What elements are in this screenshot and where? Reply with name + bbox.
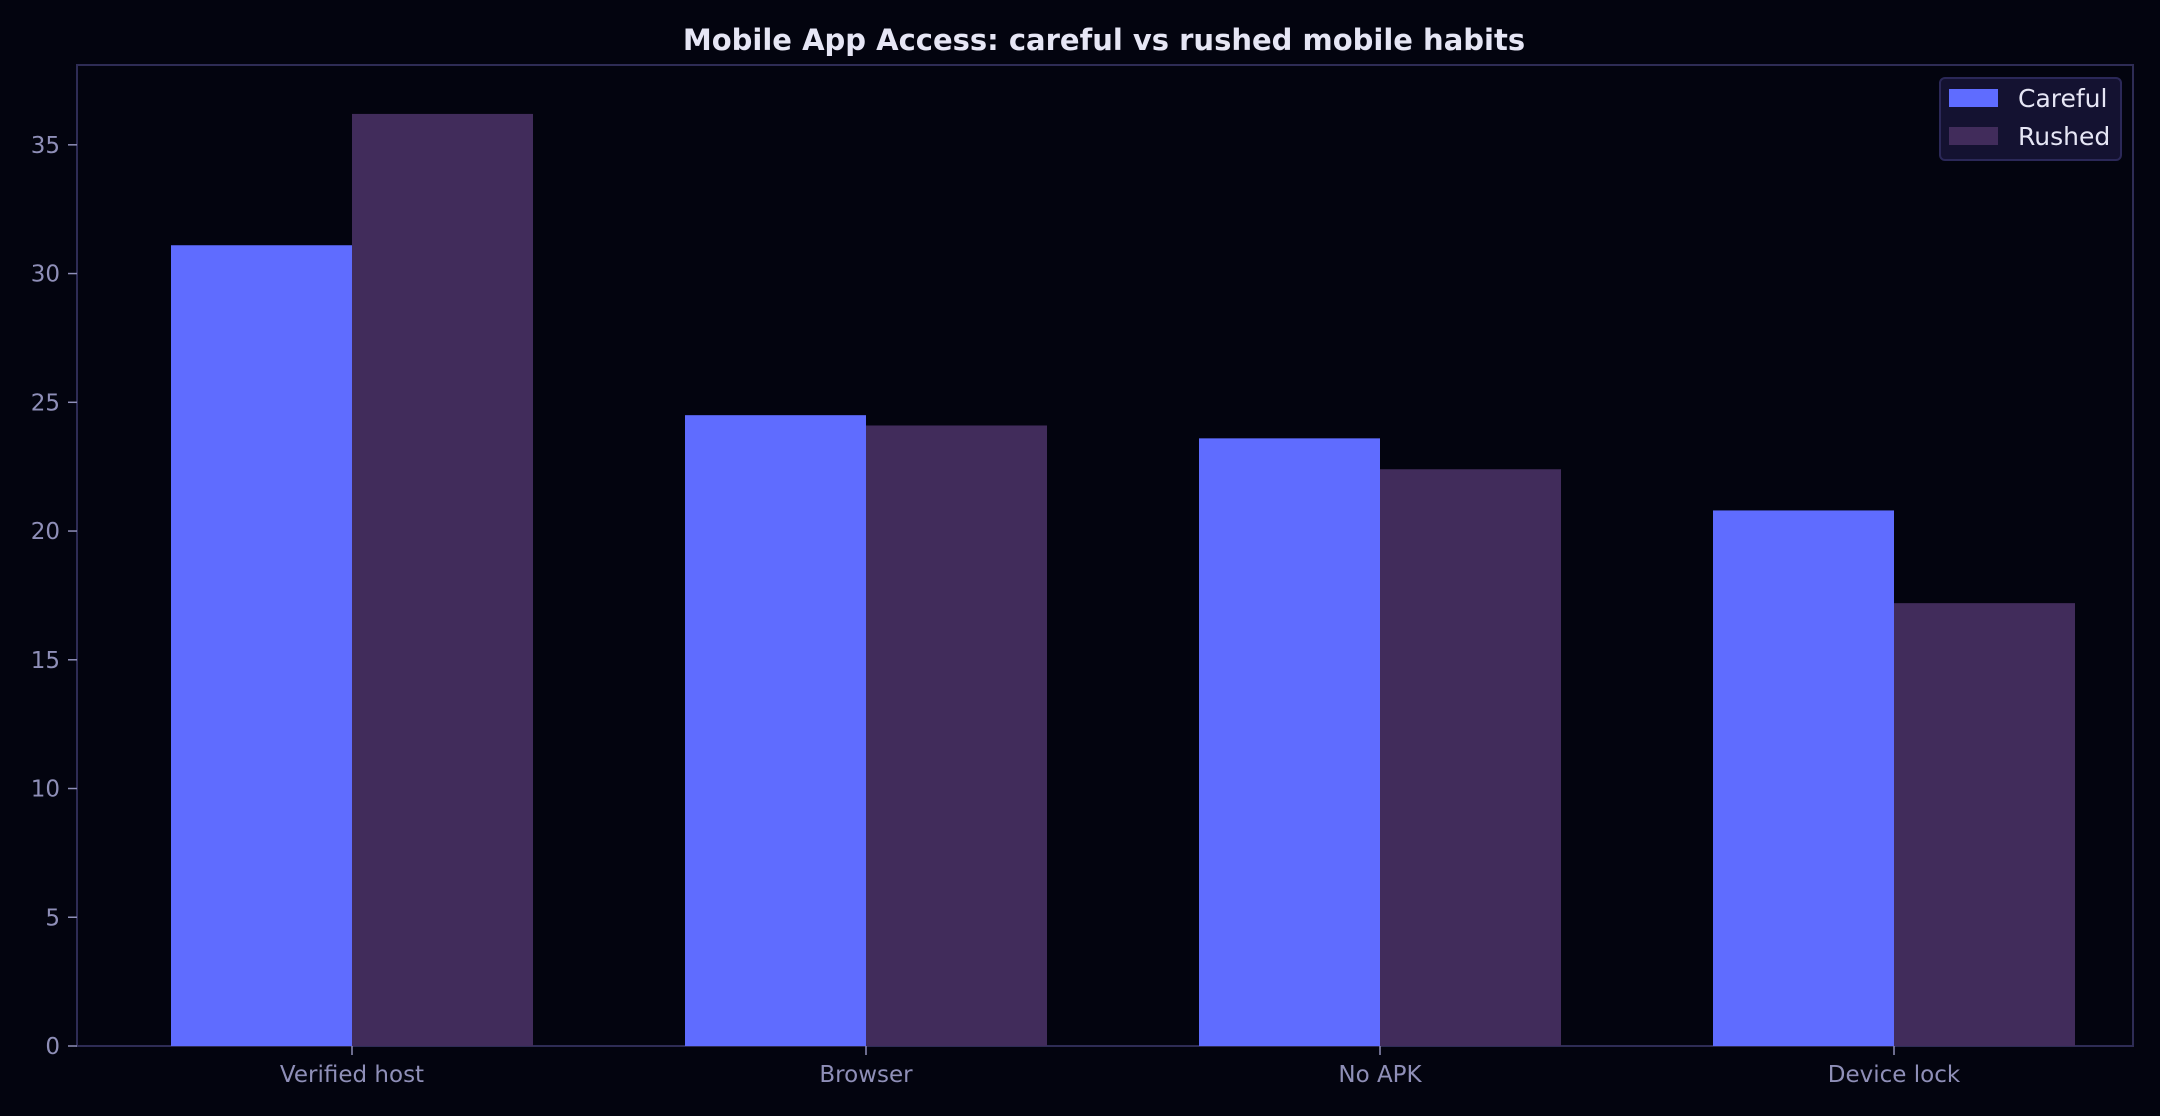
y-tick-label: 30 [31,262,60,288]
legend: Careful Rushed [1939,77,2122,161]
bar-series-group [171,113,2075,1047]
legend-label-rushed: Rushed [2018,122,2110,151]
x-tick-label: Verified host [280,1062,424,1088]
y-tick-label: 5 [45,905,60,931]
y-tick-label: 35 [31,133,60,159]
x-tick-label: Device lock [1828,1062,1961,1088]
y-tick-label: 20 [31,519,60,545]
y-tick-label: 15 [31,648,60,674]
bar-careful-3 [1713,510,1894,1047]
y-tick-label: 25 [31,390,60,416]
legend-swatch-careful [1949,89,1998,107]
chart-title: Mobile App Access: careful vs rushed mob… [683,23,1525,57]
bar-rushed-1 [866,425,1047,1047]
x-tick-label: No APK [1338,1062,1422,1088]
bar-careful-1 [685,415,866,1046]
x-axis: Verified host Browser No APK Device lock [280,1046,1961,1088]
bar-careful-0 [171,245,352,1047]
bar-rushed-0 [352,113,533,1046]
bar-rushed-2 [1380,469,1561,1046]
bar-careful-2 [1199,438,1380,1047]
plot-frame [76,64,2134,1047]
y-tick-label: 0 [45,1034,60,1060]
legend-swatch-rushed [1949,127,1998,145]
x-tick-label: Browser [819,1062,913,1088]
bar-rushed-3 [1894,603,2075,1046]
legend-label-careful: Careful [2018,84,2107,113]
y-tick-label: 10 [31,777,60,803]
y-axis: 0 5 10 15 20 25 30 35 [31,133,77,1060]
